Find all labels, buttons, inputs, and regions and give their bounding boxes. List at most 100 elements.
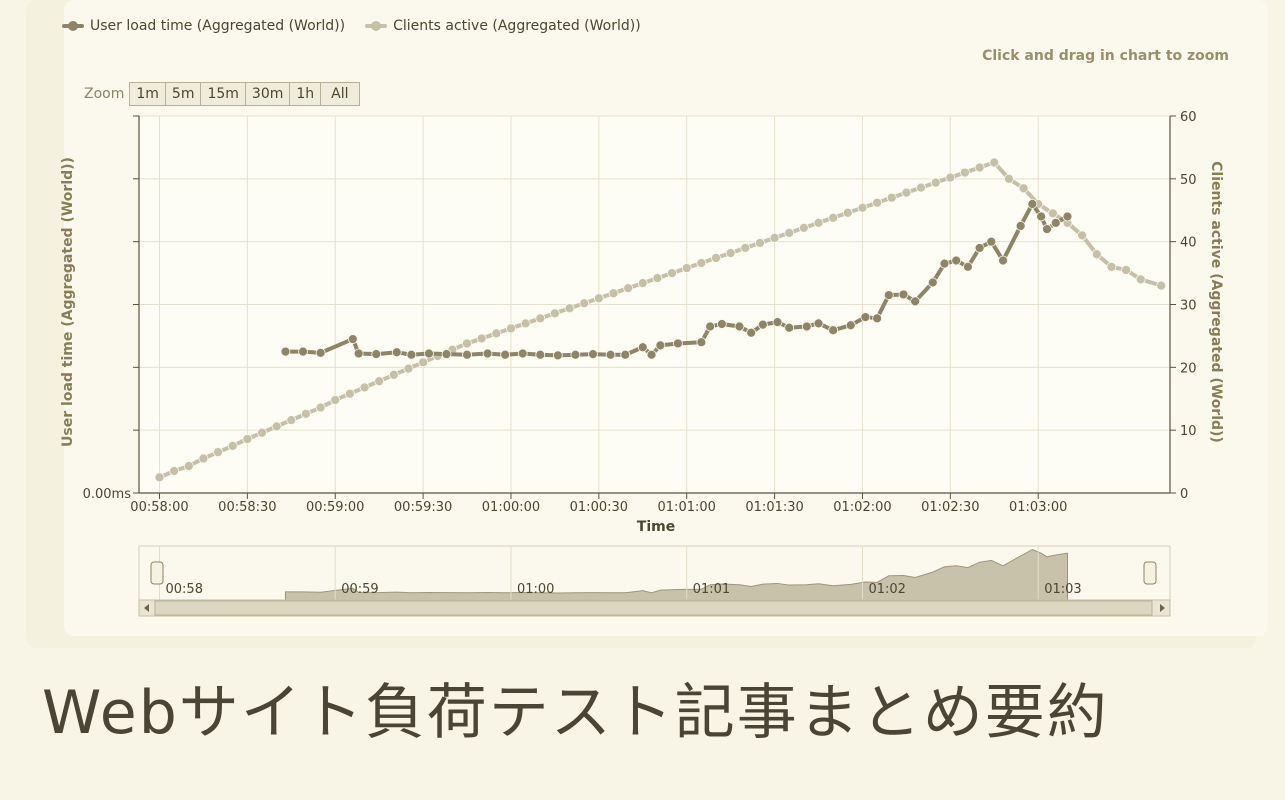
series-1-point (1062, 211, 1073, 222)
navigator-label: 00:59 (341, 582, 378, 597)
series-1-point (813, 318, 824, 329)
y-axis-left-title: User load time (Aggregated (World)) (60, 157, 76, 447)
x-tick-label: 01:02:00 (833, 500, 891, 515)
series-2-point (930, 177, 941, 188)
series-1-point (1042, 224, 1052, 235)
navigator-label: 01:03 (1044, 582, 1081, 597)
chart-svg[interactable]: 0 10 20 30 40 50 60 00:58:00 00:58:30 00:59:00 00:… (0, 0, 1285, 640)
series-2-point (535, 313, 546, 324)
series-2-point (681, 263, 692, 273)
legend-item-clients-active[interactable]: Clients active (Aggregated (World)) (365, 18, 641, 34)
x-tick-label: 01:00:30 (570, 500, 628, 515)
series-2-point (974, 162, 985, 173)
series-1-point (347, 334, 358, 344)
series-1-point (757, 319, 768, 330)
series-1-point (939, 258, 950, 269)
series-2-point (564, 303, 575, 314)
series-2-point (183, 461, 194, 471)
series-1-point (371, 349, 382, 360)
x-tick-label: 01:00:00 (482, 500, 540, 515)
zoom-15m-button[interactable]: 15m (200, 82, 246, 106)
series-2-point (784, 227, 795, 238)
series-2-point (579, 298, 590, 309)
series-2-point (169, 466, 180, 476)
series-1-point (963, 261, 973, 272)
series-1-point (910, 296, 921, 307)
series-1-point (1015, 221, 1026, 231)
series-2-point (462, 338, 472, 349)
scroll-right-arrow-icon[interactable] (1160, 604, 1165, 612)
y-right-tick-label: 30 (1180, 299, 1197, 314)
series-2-point (1135, 274, 1146, 285)
series-1-point (1027, 199, 1038, 209)
zoom-5m-button[interactable]: 5m (164, 82, 202, 106)
series-2-point (213, 447, 223, 458)
series-1-point (860, 312, 871, 322)
series1-swatch-icon (62, 21, 84, 31)
series-2-point (740, 243, 751, 253)
series-2-point (198, 453, 209, 464)
series-1-point (406, 349, 417, 360)
series-1-point (872, 313, 883, 324)
series-2-point (828, 212, 839, 223)
series-2-point (901, 187, 912, 198)
series-2-point (403, 363, 414, 374)
series-1-point (315, 347, 326, 358)
page-caption: Webサイト負荷テスト記事まとめ要約 (42, 678, 1109, 748)
scrollbar-thumb[interactable] (154, 600, 1153, 616)
series-1-point (620, 349, 631, 360)
y-right-tick-label: 10 (1180, 424, 1197, 439)
series-1-point (734, 321, 745, 332)
series-2-point (506, 323, 516, 334)
y-right-tick-label: 40 (1180, 236, 1197, 251)
x-tick-label: 01:01:00 (658, 500, 716, 515)
series-1-point (927, 277, 938, 288)
zoom-1h-button[interactable]: 1h (289, 82, 322, 106)
navigator-label: 01:01 (693, 582, 730, 597)
series-2-point (1091, 249, 1102, 260)
legend-item-user-load-time[interactable]: User load time (Aggregated (World)) (62, 18, 345, 34)
zoom-all-button[interactable]: All (320, 82, 360, 106)
zoom-toolbar: Zoom 1m 5m 15m 30m 1h All (84, 82, 360, 106)
series-2-point (388, 369, 399, 380)
navigator[interactable]: 00:58 00:59 01:00 01:01 01:02 01:03 (138, 545, 1171, 617)
series-2-point (242, 434, 253, 444)
series-1-point (801, 321, 812, 332)
series-1-point (828, 325, 839, 336)
series-2-point (798, 222, 809, 233)
series-2-point (359, 382, 370, 393)
series-2-point (652, 273, 663, 284)
navigator-left-handle[interactable] (150, 561, 164, 585)
series-2-point (330, 395, 341, 405)
series-1-point (552, 350, 563, 361)
series-2-point (1077, 230, 1088, 241)
series-2-point (945, 172, 956, 183)
series-2-point (1018, 183, 1029, 194)
zoom-30m-button[interactable]: 30m (244, 82, 291, 106)
series-1-point (424, 348, 434, 359)
series-2-point (769, 232, 780, 243)
series-2-point (608, 288, 619, 299)
series-1-point (772, 317, 783, 327)
series-2-point (154, 472, 165, 483)
series-2-point (271, 421, 282, 432)
series-1-point (898, 289, 909, 300)
zoom-hint: Click and drag in chart to zoom (982, 48, 1229, 64)
series-2-point (916, 182, 926, 193)
series-1-point (646, 349, 657, 360)
x-tick-label: 01:02:30 (921, 500, 979, 515)
series2-swatch-icon (365, 21, 388, 31)
series-1-point (1036, 211, 1047, 222)
series-2-point (872, 197, 883, 208)
series-1-point (588, 349, 598, 360)
series-2-point (286, 415, 297, 426)
series-2-point (1047, 208, 1058, 219)
series-2-point (711, 253, 721, 263)
navigator-right-handle[interactable] (1143, 561, 1157, 585)
series-2-point (344, 388, 355, 399)
scroll-left-arrow-icon[interactable] (144, 604, 149, 612)
series-1-point (391, 347, 402, 358)
chart-series (154, 157, 1167, 483)
series-1-point (883, 290, 894, 300)
series-2-point (989, 157, 1000, 168)
